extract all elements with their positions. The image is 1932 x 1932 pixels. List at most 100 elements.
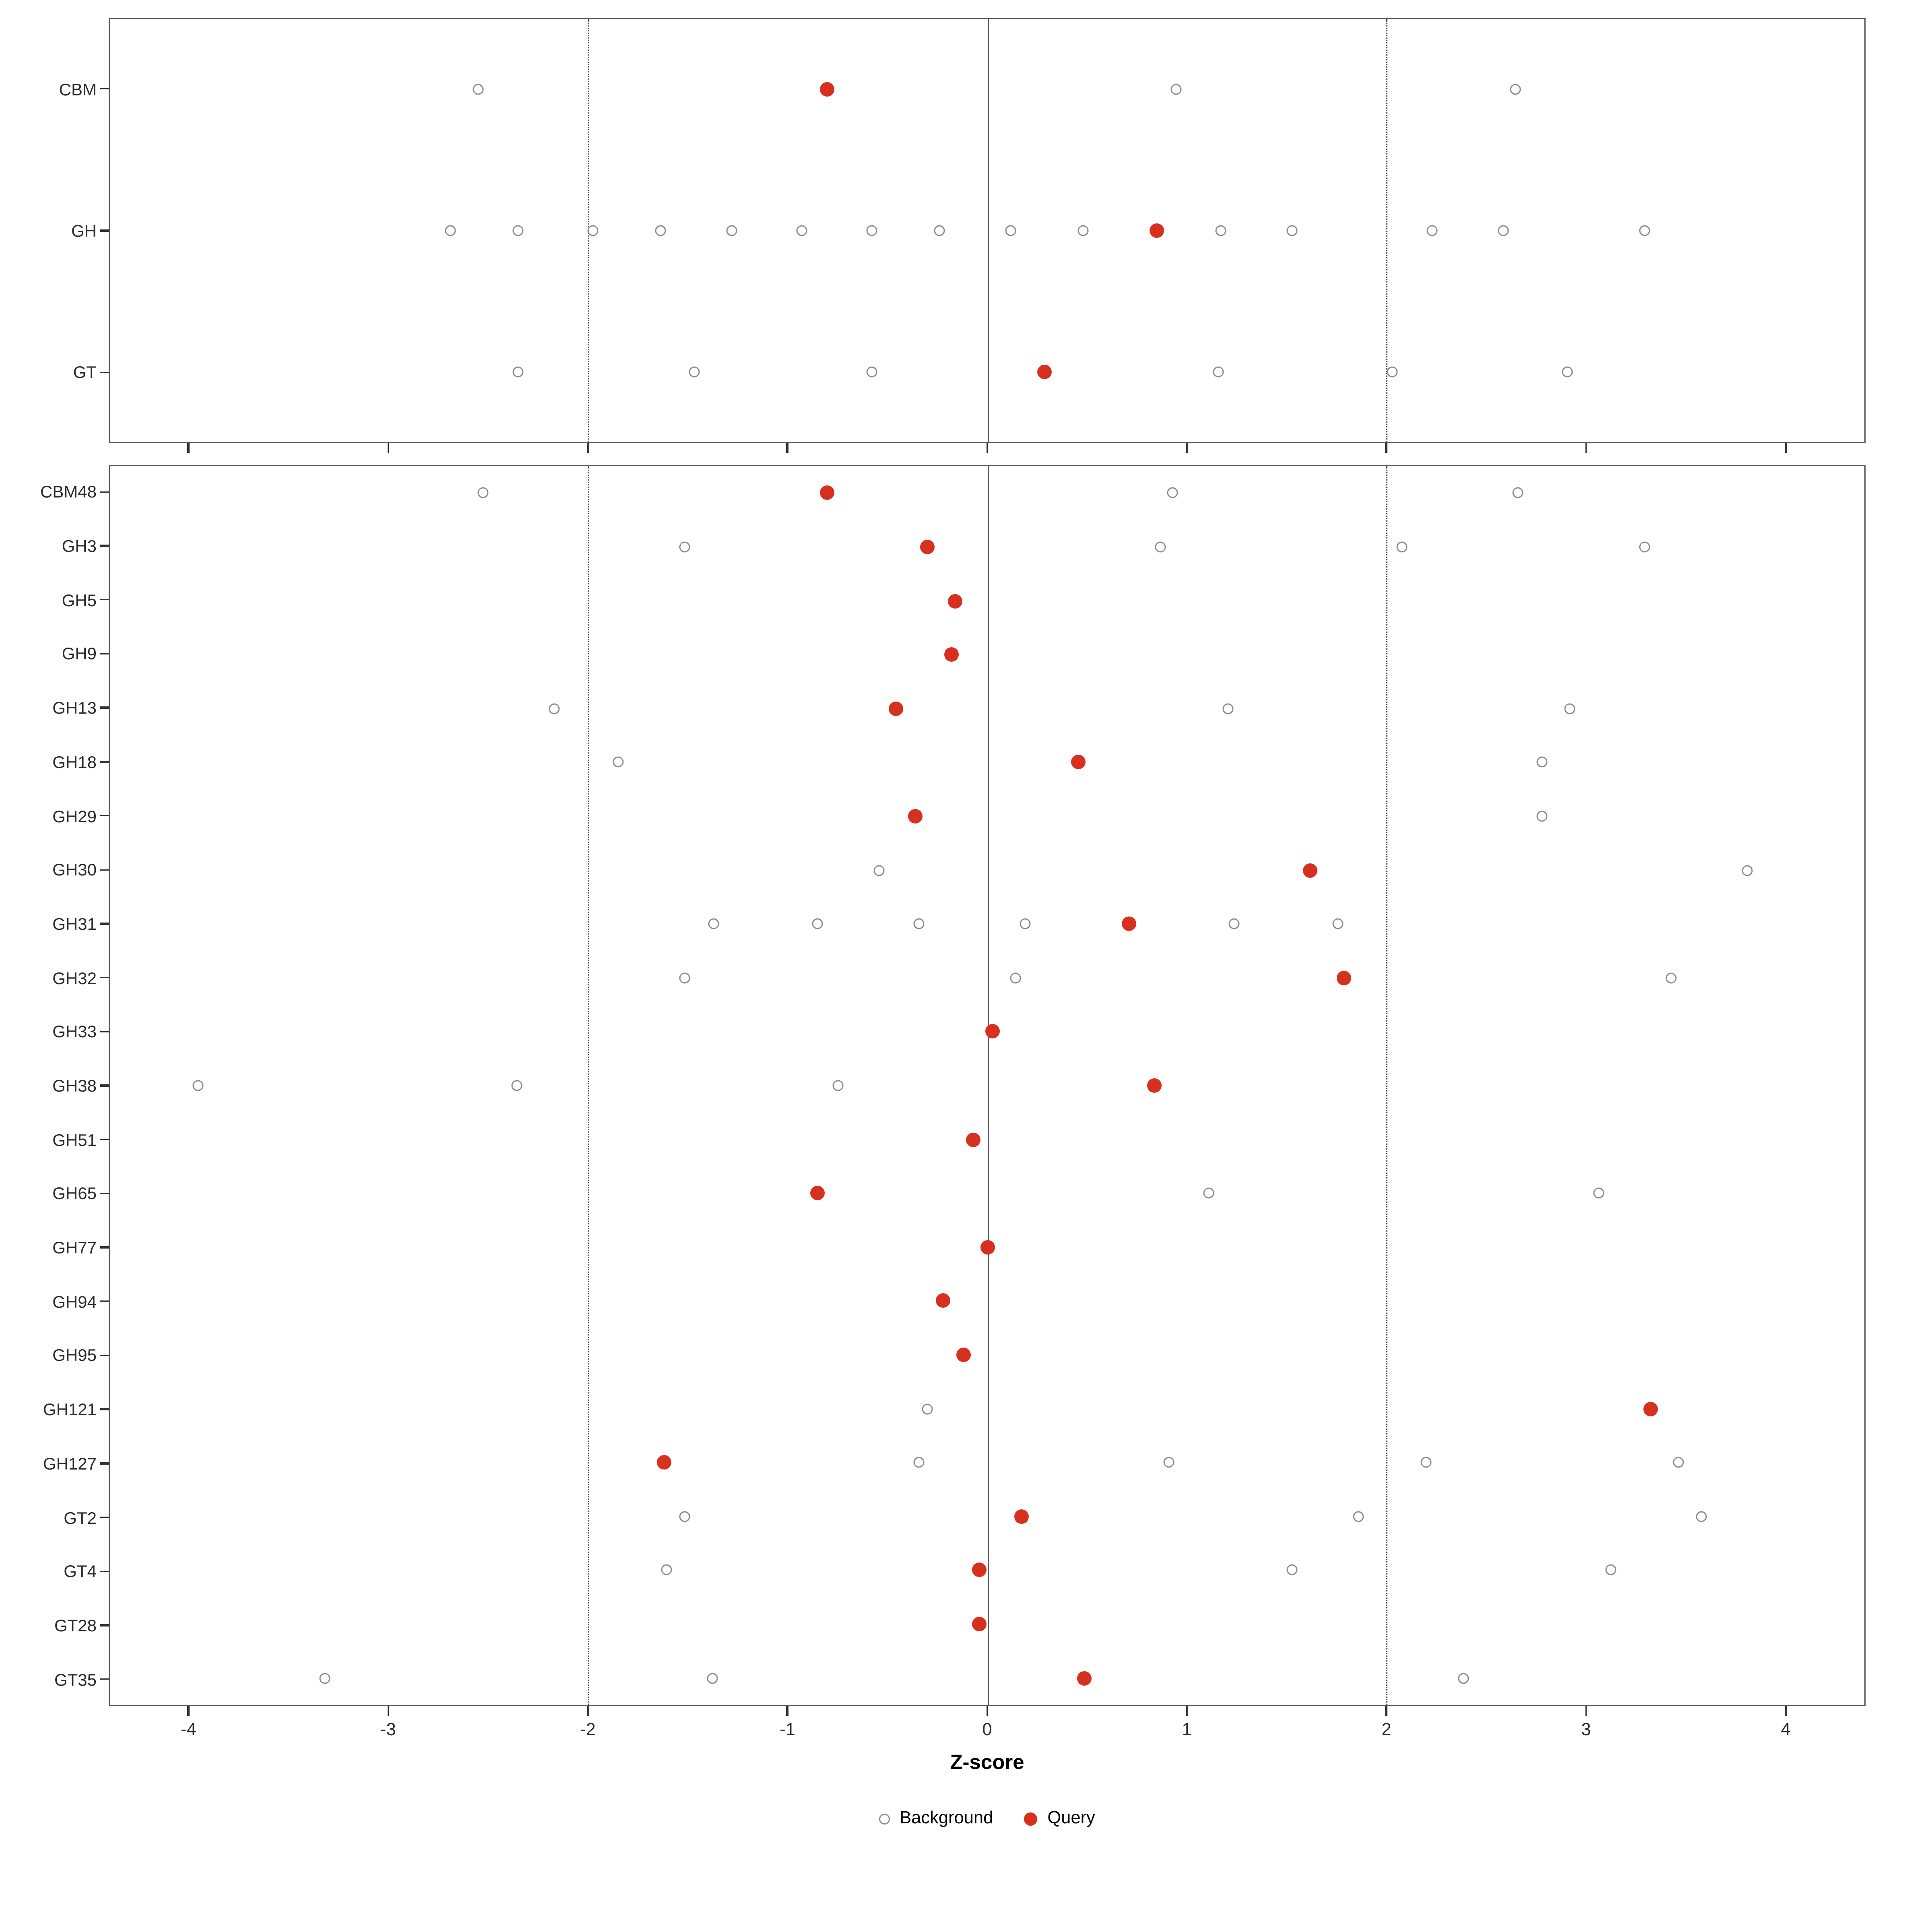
query-point xyxy=(1077,1671,1092,1686)
y-label-GT2: GT2 xyxy=(64,1507,97,1527)
y-axis-tick xyxy=(100,923,109,925)
background-point xyxy=(1639,541,1651,553)
y-label-GH13: GH13 xyxy=(52,698,97,718)
panel-families xyxy=(109,18,1866,443)
x-tick-label-2: 2 xyxy=(1381,1721,1391,1740)
x-axis-tick xyxy=(1186,443,1188,453)
y-axis-tick xyxy=(100,1193,109,1195)
y-label-GH127: GH127 xyxy=(43,1453,97,1473)
background-point xyxy=(1229,919,1240,930)
background-point xyxy=(1639,225,1651,236)
query-point xyxy=(980,1240,995,1255)
x-axis-tick xyxy=(387,443,389,453)
x-axis-tick xyxy=(587,1706,589,1716)
x-tick-label-4: 4 xyxy=(1781,1721,1791,1740)
y-axis-tick xyxy=(100,869,109,871)
background-point xyxy=(1009,972,1021,983)
background-point xyxy=(1286,225,1298,236)
y-label-GH94: GH94 xyxy=(52,1292,97,1311)
x-axis-tick xyxy=(188,1706,190,1716)
legend: Background Query xyxy=(109,1809,1866,1828)
x-axis-tick xyxy=(1785,1706,1787,1716)
background-point xyxy=(796,225,807,236)
y-axis-tick xyxy=(100,815,109,817)
y-axis-tick xyxy=(100,371,109,374)
background-point xyxy=(679,541,690,553)
background-point xyxy=(613,757,624,768)
x-axis-tick xyxy=(1585,1706,1587,1716)
query-point xyxy=(1038,364,1053,379)
x-axis-tick xyxy=(986,443,988,453)
background-point xyxy=(812,919,823,930)
background-point xyxy=(706,1672,718,1684)
background-point xyxy=(1005,225,1017,236)
x-axis-tick xyxy=(786,1706,788,1716)
background-point xyxy=(1458,1672,1469,1684)
query-point xyxy=(1149,223,1164,238)
legend-item-background: Background xyxy=(879,1809,993,1828)
background-point xyxy=(914,919,925,930)
background-point xyxy=(726,225,737,236)
background-point xyxy=(661,1565,672,1576)
background-point xyxy=(1695,1511,1707,1522)
y-label-CBM48: CBM48 xyxy=(40,482,97,502)
background-point xyxy=(549,703,560,714)
y-label-GH77: GH77 xyxy=(52,1238,97,1257)
background-point xyxy=(1564,703,1575,714)
query-point xyxy=(972,1563,987,1578)
query-point xyxy=(657,1455,672,1470)
y-axis-tick xyxy=(100,976,109,978)
query-point xyxy=(820,485,835,500)
legend-query-marker xyxy=(1024,1812,1038,1825)
y-label-GH51: GH51 xyxy=(52,1130,97,1150)
background-point xyxy=(1536,757,1547,768)
query-point xyxy=(908,809,923,824)
y-label-GH: GH xyxy=(71,221,97,240)
y-axis-tick xyxy=(100,1030,109,1032)
query-point xyxy=(956,1348,971,1362)
x-axis-tick xyxy=(1186,1706,1188,1716)
query-point xyxy=(986,1024,1001,1039)
y-axis-tick xyxy=(100,1678,109,1680)
y-axis-tick xyxy=(100,491,109,493)
y-label-GH33: GH33 xyxy=(52,1022,97,1041)
query-point xyxy=(920,539,935,554)
y-axis-tick xyxy=(100,1300,109,1302)
query-point xyxy=(810,1186,825,1201)
y-axis-tick xyxy=(100,1516,109,1518)
query-point xyxy=(1337,970,1352,985)
x-tick-label--3: -3 xyxy=(380,1721,396,1740)
y-axis-tick xyxy=(100,761,109,763)
y-label-GH38: GH38 xyxy=(52,1076,97,1095)
y-label-GT35: GT35 xyxy=(54,1669,97,1689)
reference-line-zero xyxy=(987,19,989,442)
query-point xyxy=(1147,1078,1162,1093)
y-axis-tick xyxy=(100,1624,109,1626)
y-axis-tick xyxy=(100,1408,109,1410)
y-label-GT: GT xyxy=(73,362,97,382)
background-point xyxy=(1498,225,1509,236)
query-point xyxy=(948,593,963,608)
background-point xyxy=(1286,1565,1298,1576)
y-label-GH31: GH31 xyxy=(52,914,97,933)
y-label-CBM: CBM xyxy=(59,79,97,99)
background-point xyxy=(654,225,666,236)
background-point xyxy=(708,919,720,930)
background-point xyxy=(1167,487,1178,499)
x-axis-tick xyxy=(786,443,788,453)
y-axis-tick xyxy=(100,1462,109,1464)
background-point xyxy=(513,366,524,377)
background-point xyxy=(1155,541,1166,553)
query-point xyxy=(1013,1509,1028,1524)
query-point xyxy=(1643,1401,1658,1416)
background-point xyxy=(922,1403,933,1414)
background-point xyxy=(192,1080,203,1091)
query-point xyxy=(820,82,835,97)
background-point xyxy=(511,1080,522,1091)
query-point xyxy=(972,1617,987,1632)
background-point xyxy=(1426,225,1437,236)
y-label-GH9: GH9 xyxy=(62,644,97,664)
background-point xyxy=(934,225,945,236)
y-label-GT4: GT4 xyxy=(64,1561,97,1581)
